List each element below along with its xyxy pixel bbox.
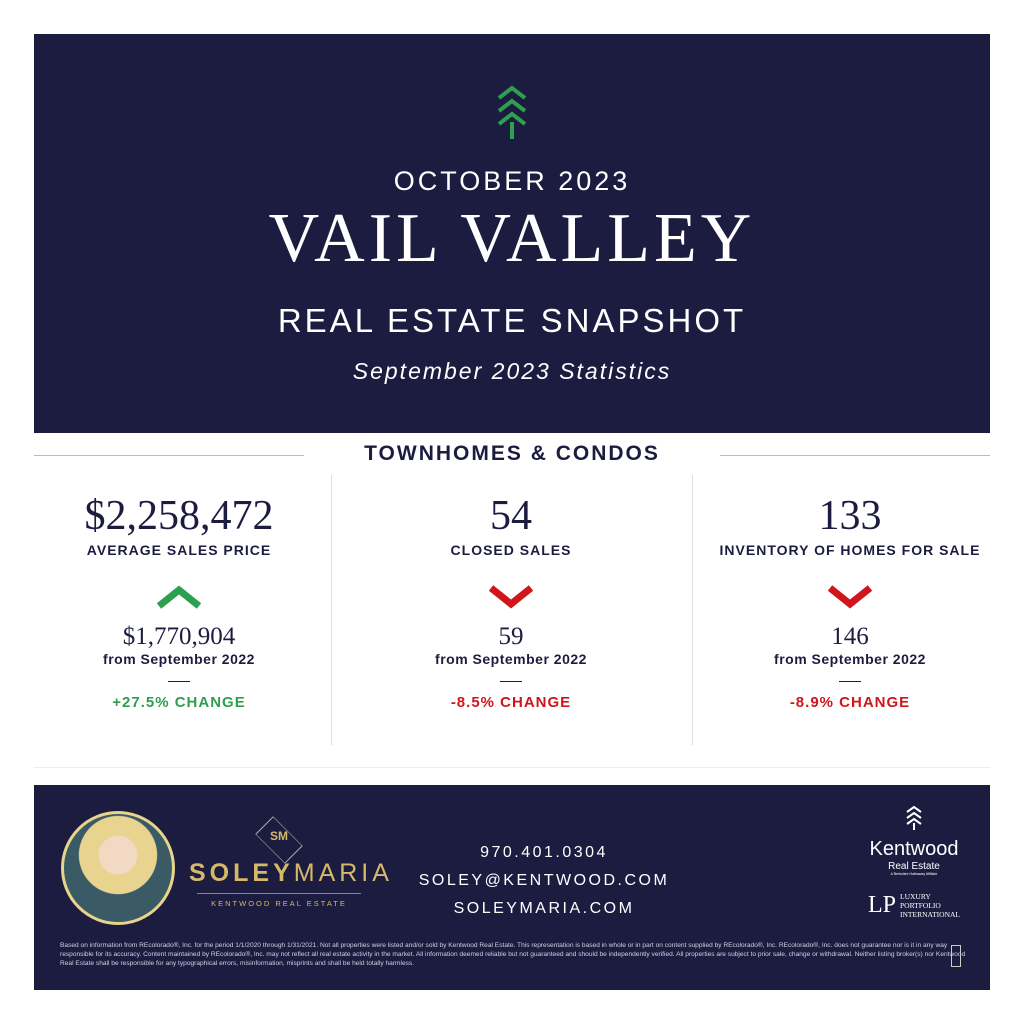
- divider: [839, 681, 861, 682]
- metric-average-sales-price: $2,258,472 AVERAGE SALES PRICE $1,770,90…: [34, 492, 324, 711]
- kentwood-sub: Real Estate: [888, 861, 940, 872]
- previous-value: 59: [498, 623, 524, 650]
- previous-value: 146: [831, 623, 869, 650]
- phone-link[interactable]: 970.401.0304: [480, 844, 608, 861]
- tree-chevron-icon: [497, 85, 527, 139]
- disclaimer: Based on information from REcolorado®, I…: [60, 942, 966, 967]
- change-percent: -8.5% CHANGE: [450, 694, 572, 711]
- brand-tag: KENTWOOD REAL ESTATE: [211, 899, 347, 908]
- lpi-name: LUXURY PORTFOLIO INTERNATIONAL: [900, 892, 960, 919]
- metric-value: 133: [818, 493, 882, 539]
- kentwood-name: Kentwood: [869, 838, 959, 860]
- arrow-down-icon: [827, 585, 873, 609]
- footer: SM SOLEYMARIA KENTWOOD REAL ESTATE 970.4…: [34, 785, 990, 990]
- section-title: TOWNHOMES & CONDOS: [364, 442, 660, 465]
- monogram: SM: [270, 829, 288, 843]
- divider: [720, 455, 990, 456]
- metric-label: AVERAGE SALES PRICE: [86, 542, 272, 558]
- page-title: VAIL VALLEY: [268, 200, 756, 277]
- metric-closed-sales: 54 CLOSED SALES 59 from September 2022 -…: [341, 492, 681, 711]
- equal-housing-icon: [951, 945, 961, 967]
- lpi-icon: LP: [867, 892, 896, 918]
- previous-period: from September 2022: [103, 651, 255, 667]
- email-link[interactable]: SOLEY@KENTWOOD.COM: [418, 872, 670, 889]
- contact-info: 970.401.0304 SOLEY@KENTWOOD.COM SOLEYMAR…: [394, 839, 694, 923]
- website-link[interactable]: SOLEYMARIA.COM: [453, 900, 635, 917]
- tree-chevron-icon: [906, 805, 922, 830]
- previous-period: from September 2022: [435, 651, 587, 667]
- stats-period: September 2023 Statistics: [352, 358, 672, 384]
- change-percent: -8.9% CHANGE: [789, 694, 911, 711]
- metric-value: 54: [490, 493, 532, 539]
- brand-second: MARIA: [293, 859, 393, 887]
- divider: [331, 475, 332, 745]
- kentwood-logo: Kentwood Real Estate A Berkshire Hathawa…: [849, 805, 979, 919]
- metric-label: CLOSED SALES: [450, 542, 572, 558]
- change-percent: +27.5% CHANGE: [112, 694, 246, 711]
- metric-inventory: 133 INVENTORY OF HOMES FOR SALE 146 from…: [700, 492, 1000, 711]
- arrow-down-icon: [488, 585, 534, 609]
- agent-photo: [61, 811, 175, 925]
- divider: [34, 455, 304, 456]
- previous-value: $1,770,904: [122, 623, 236, 650]
- report-month: OCTOBER 2023: [393, 166, 631, 196]
- brand-first: SOLEY: [189, 859, 294, 887]
- divider: [168, 681, 190, 682]
- header-banner: OCTOBER 2023 VAIL VALLEY REAL ESTATE SNA…: [34, 34, 990, 433]
- divider: [692, 475, 693, 745]
- metric-value: $2,258,472: [84, 493, 274, 539]
- agent-logo: SM SOLEYMARIA KENTWOOD REAL ESTATE: [189, 816, 389, 908]
- page-subtitle: REAL ESTATE SNAPSHOT: [277, 302, 747, 339]
- previous-period: from September 2022: [774, 651, 926, 667]
- metric-label: INVENTORY OF HOMES FOR SALE: [719, 542, 981, 558]
- kentwood-affiliate: A Berkshire Hathaway Affiliate: [890, 872, 938, 876]
- divider: [34, 767, 990, 768]
- divider: [500, 681, 522, 682]
- arrow-up-icon: [156, 585, 202, 609]
